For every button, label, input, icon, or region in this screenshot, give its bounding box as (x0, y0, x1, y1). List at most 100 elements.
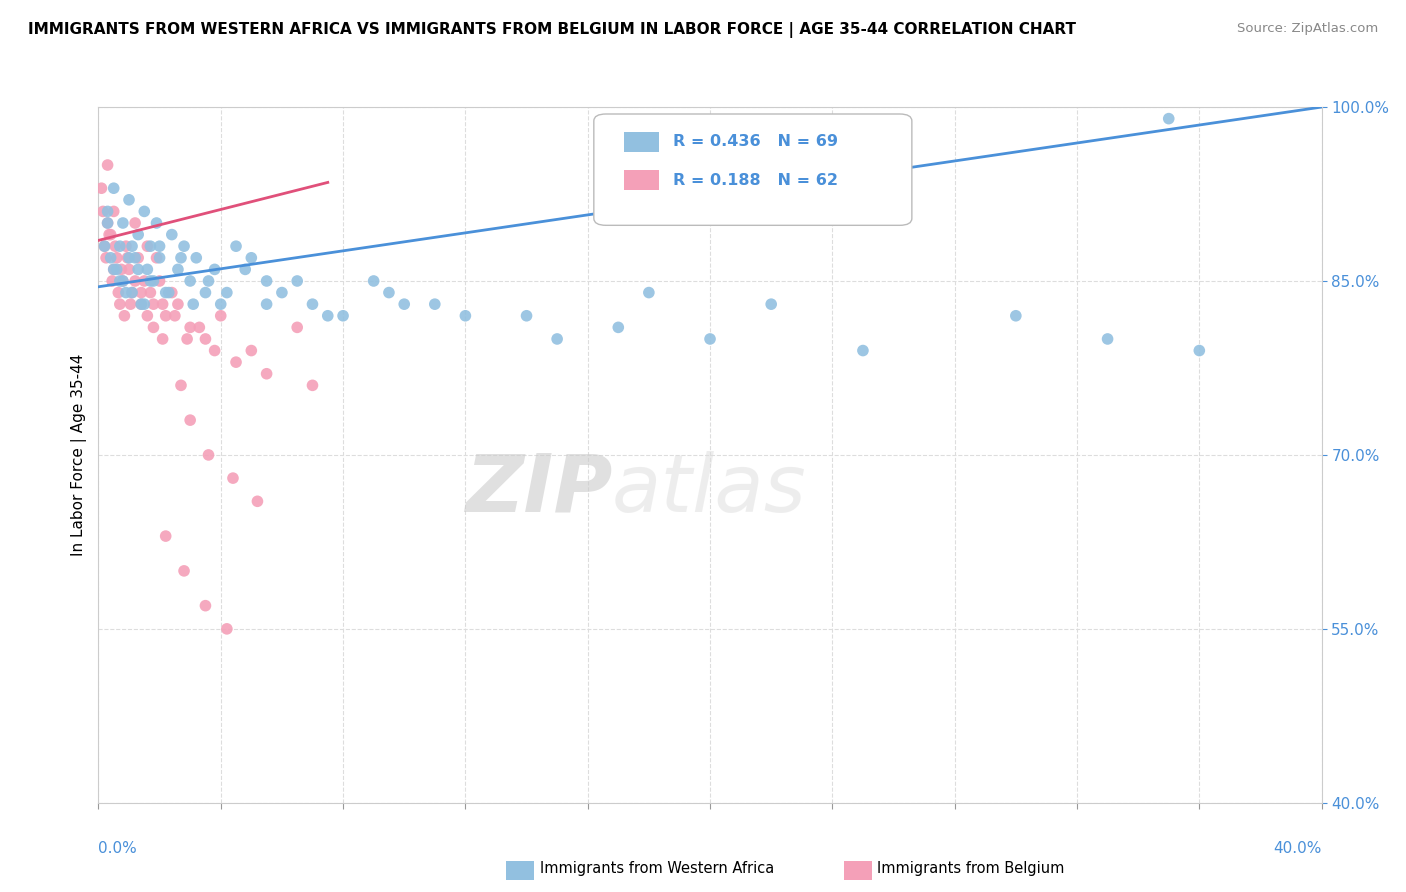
Point (115, 285, 138, 300)
Point (699, 332, 721, 346)
Point (285, 274, 308, 288)
Y-axis label: In Labor Force | Age 35-44: In Labor Force | Age 35-44 (72, 354, 87, 556)
Bar (624, 170, 658, 190)
Point (139, 239, 162, 253)
Point (103, 181, 125, 195)
Text: R = 0.188   N = 62: R = 0.188 N = 62 (673, 172, 838, 187)
Point (170, 378, 193, 392)
Point (233, 262, 256, 277)
Point (127, 251, 149, 265)
Point (454, 309, 477, 323)
Point (607, 320, 630, 334)
Point (145, 216, 167, 230)
Point (121, 285, 143, 300)
Point (1157, 112, 1180, 126)
Text: ZIP: ZIP (465, 450, 612, 529)
Point (163, 309, 186, 323)
Point (118, 251, 141, 265)
Point (204, 262, 226, 277)
Point (117, 251, 139, 265)
Point (107, 285, 129, 300)
Point (246, 494, 269, 508)
Point (118, 262, 141, 277)
Point (225, 239, 247, 253)
Point (167, 262, 190, 277)
Point (546, 332, 568, 346)
Point (167, 297, 190, 311)
Point (97, 216, 120, 230)
Point (103, 204, 125, 219)
Point (111, 274, 134, 288)
Point (378, 285, 401, 300)
Point (139, 285, 162, 300)
Text: 0.0%: 0.0% (98, 841, 138, 856)
Point (179, 413, 201, 427)
Point (129, 297, 152, 311)
Point (152, 297, 174, 311)
Point (188, 320, 211, 334)
Point (124, 251, 146, 265)
Point (186, 251, 208, 265)
Point (104, 239, 127, 253)
Point (97, 204, 120, 219)
Point (170, 251, 193, 265)
Text: Source: ZipAtlas.com: Source: ZipAtlas.com (1237, 22, 1378, 36)
Point (194, 332, 217, 346)
Point (215, 622, 238, 636)
Text: Immigrants from Western Africa: Immigrants from Western Africa (540, 862, 775, 876)
Point (392, 297, 416, 311)
Point (110, 262, 132, 277)
Point (197, 448, 219, 462)
Point (134, 274, 156, 288)
Point (256, 274, 278, 288)
Point (118, 193, 141, 207)
Point (152, 332, 174, 346)
Point (225, 355, 247, 369)
Text: IMMIGRANTS FROM WESTERN AFRICA VS IMMIGRANTS FROM BELGIUM IN LABOR FORCE | AGE 3: IMMIGRANTS FROM WESTERN AFRICA VS IMMIGR… (28, 22, 1076, 38)
Point (121, 285, 143, 300)
Point (160, 227, 183, 242)
Point (1004, 309, 1026, 323)
Point (91, 204, 114, 219)
Point (136, 262, 159, 277)
Point (149, 274, 172, 288)
Point (256, 297, 278, 311)
Point (93, 239, 115, 253)
Point (285, 320, 308, 334)
Point (142, 320, 165, 334)
Point (121, 239, 143, 253)
Point (240, 251, 263, 265)
Point (100, 251, 122, 265)
Point (129, 285, 152, 300)
Point (332, 309, 354, 323)
Point (105, 251, 128, 265)
Point (215, 285, 238, 300)
Point (240, 343, 263, 358)
Point (363, 274, 385, 288)
Point (1188, 343, 1211, 358)
Point (155, 309, 177, 323)
Point (112, 309, 135, 323)
Point (100, 227, 122, 242)
Point (103, 262, 125, 277)
Point (301, 378, 323, 392)
Point (127, 262, 149, 277)
Point (94, 251, 117, 265)
Point (93, 239, 115, 253)
Point (1097, 332, 1119, 346)
Point (108, 297, 131, 311)
Point (115, 239, 138, 253)
Point (90, 181, 112, 195)
Point (173, 564, 195, 578)
Text: R = 0.436   N = 69: R = 0.436 N = 69 (673, 135, 838, 149)
Point (209, 309, 232, 323)
Point (149, 239, 172, 253)
Point (139, 274, 162, 288)
FancyBboxPatch shape (593, 114, 912, 226)
Point (129, 297, 152, 311)
Point (124, 216, 146, 230)
Point (136, 309, 159, 323)
Point (97, 158, 120, 172)
Point (176, 332, 198, 346)
Text: atlas: atlas (612, 450, 807, 529)
